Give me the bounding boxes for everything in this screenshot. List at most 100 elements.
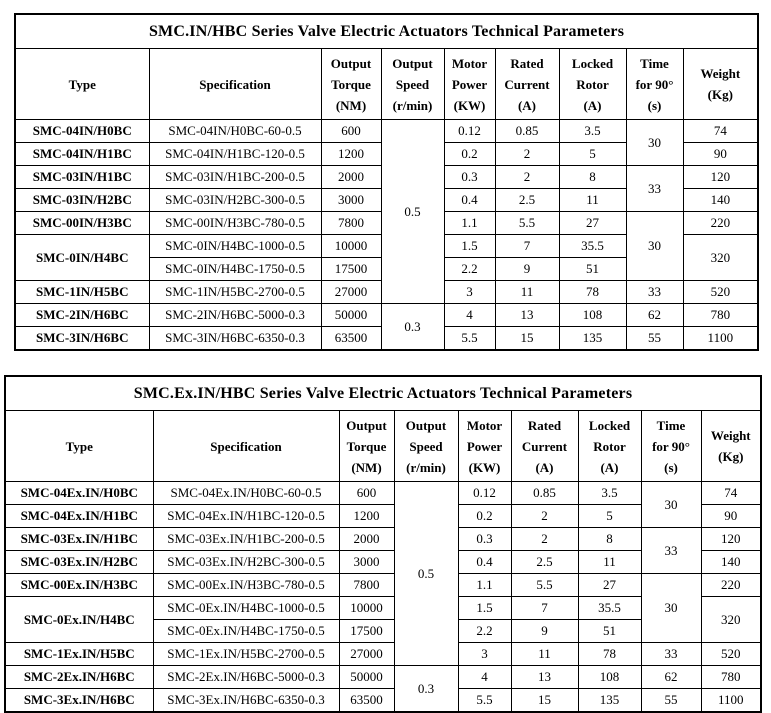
power-cell: 2.2 [443,257,496,281]
spec-cell: SMC-04IN/H1BC-120-0.5 [148,142,322,166]
rotor-cell: 51 [577,619,642,643]
torque-cell: 7800 [338,573,395,597]
rotor-cell: 27 [577,573,642,597]
type-cell: SMC-2IN/H6BC [14,303,150,327]
power-cell: 4 [457,665,512,689]
weight-cell: 74 [700,481,762,505]
weight-cell: 90 [700,504,762,528]
power-cell: 0.12 [443,119,496,143]
weight-cell: 320 [700,596,762,643]
torque-cell: 3000 [320,188,382,212]
speed-cell: 0.3 [380,303,445,351]
power-cell: 4 [443,303,496,327]
weight-cell: 780 [682,303,759,327]
power-cell: 1.1 [443,211,496,235]
col-header-locked-rotor: Locked Rotor (A) [577,410,642,482]
time-cell: 30 [640,481,702,528]
spec-cell: SMC-0Ex.IN/H4BC-1750-0.5 [152,619,340,643]
current-cell: 7 [510,596,579,620]
type-cell: SMC-3IN/H6BC [14,326,150,351]
rotor-cell: 135 [577,688,642,713]
torque-cell: 2000 [338,527,395,551]
torque-cell: 1200 [320,142,382,166]
col-header-output-speed: Output Speed (r/min) [393,410,459,482]
time-cell: 33 [640,642,702,666]
rotor-cell: 27 [558,211,627,235]
weight-cell: 220 [700,573,762,597]
col-header-motor-power: Motor Power (KW) [457,410,512,482]
power-cell: 0.3 [443,165,496,189]
rotor-cell: 108 [577,665,642,689]
table-row: SMC-00IN/H3BC SMC-00IN/H3BC-780-0.5 7800… [14,211,759,281]
rotor-cell: 5 [577,504,642,528]
weight-cell: 520 [682,280,759,304]
type-cell: SMC-0IN/H4BC [14,234,150,281]
time-cell: 55 [625,326,684,351]
type-cell: SMC-00IN/H3BC [14,211,150,235]
power-cell: 0.4 [457,550,512,574]
power-cell: 1.1 [457,573,512,597]
col-header-rated-current: Rated Current (A) [494,48,560,120]
weight-cell: 320 [682,234,759,281]
time-cell: 30 [625,119,684,166]
rotor-cell: 135 [558,326,627,351]
rotor-cell: 11 [558,188,627,212]
table-row: SMC-3IN/H6BC SMC-3IN/H6BC-6350-0.3 63500… [14,326,759,351]
col-header-specification: Specification [152,410,340,482]
torque-cell: 63500 [338,688,395,713]
col-header-output-speed: Output Speed (r/min) [380,48,445,120]
type-cell: SMC-1Ex.IN/H5BC [4,642,154,666]
spec-cell: SMC-2IN/H6BC-5000-0.3 [148,303,322,327]
time-cell: 62 [640,665,702,689]
power-cell: 0.2 [457,504,512,528]
current-cell: 2 [510,504,579,528]
col-header-weight: Weight (Kg) [682,48,759,120]
time-cell: 33 [625,165,684,212]
weight-cell: 780 [700,665,762,689]
col-header-weight: Weight (Kg) [700,410,762,482]
spec-cell: SMC-1Ex.IN/H5BC-2700-0.5 [152,642,340,666]
col-header-locked-rotor: Locked Rotor (A) [558,48,627,120]
weight-cell: 1100 [700,688,762,713]
col-header-type: Type [4,410,154,482]
power-cell: 3 [443,280,496,304]
spec-cell: SMC-0IN/H4BC-1750-0.5 [148,257,322,281]
type-cell: SMC-00Ex.IN/H3BC [4,573,154,597]
rotor-cell: 35.5 [558,234,627,258]
col-header-specification-label: Specification [199,76,271,92]
table-row: SMC-04IN/H0BC SMC-04IN/H0BC-60-0.5 600 0… [14,119,759,304]
type-cell: SMC-03Ex.IN/H2BC [4,550,154,574]
weight-cell: 140 [682,188,759,212]
rotor-cell: 11 [577,550,642,574]
current-cell: 9 [494,257,560,281]
torque-cell: 600 [338,481,395,505]
col-header-specification: Specification [148,48,322,120]
weight-cell: 520 [700,642,762,666]
rotor-cell: 78 [577,642,642,666]
current-cell: 13 [510,665,579,689]
torque-cell: 17500 [320,257,382,281]
torque-cell: 1200 [338,504,395,528]
power-cell: 3 [457,642,512,666]
torque-cell: 3000 [338,550,395,574]
table-row: SMC-04Ex.IN/H1BC SMC-04Ex.IN/H1BC-120-0.… [4,504,762,528]
table-row: SMC-3Ex.IN/H6BC SMC-3Ex.IN/H6BC-6350-0.3… [4,688,762,713]
table-row: SMC-0Ex.IN/H4BC-1750-0.5 17500 2.2 9 51 [5,619,761,643]
torque-cell: 27000 [338,642,395,666]
rotor-cell: 5 [558,142,627,166]
power-cell: 0.4 [443,188,496,212]
weight-cell: 120 [682,165,759,189]
spec-cell: SMC-04IN/H0BC-60-0.5 [148,119,322,143]
current-cell: 5.5 [494,211,560,235]
weight-cell: 74 [682,119,759,143]
table-row: SMC-1IN/H5BC SMC-1IN/H5BC-2700-0.5 27000… [14,280,759,304]
spec-cell: SMC-3IN/H6BC-6350-0.3 [148,326,322,351]
time-cell: 62 [625,303,684,327]
current-cell: 2.5 [510,550,579,574]
current-cell: 15 [494,326,560,351]
table-row: SMC-04IN/H1BC SMC-04IN/H1BC-120-0.5 1200… [14,142,759,166]
spec-cell: SMC-0IN/H4BC-1000-0.5 [148,234,322,258]
col-header-time-for-90: Time for 90° (s) [640,410,702,482]
table-smc-in-hbc: SMC.IN/HBC Series Valve Electric Actuato… [14,13,760,351]
type-cell: SMC-3Ex.IN/H6BC [4,688,154,713]
